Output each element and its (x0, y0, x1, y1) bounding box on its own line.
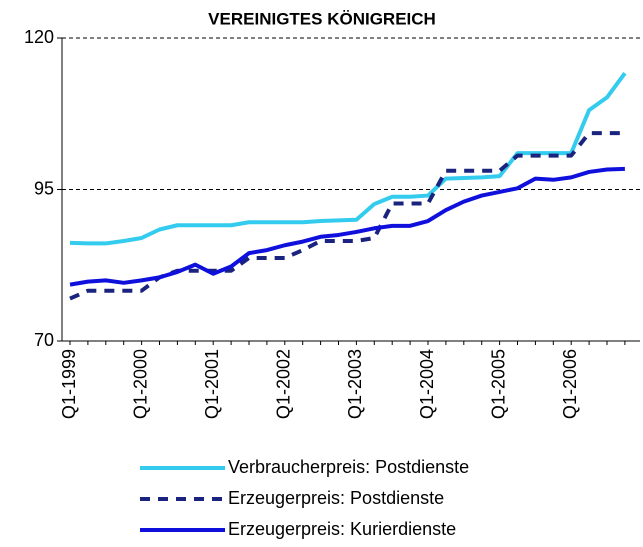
x-tick-label: Q1-2006 (560, 349, 580, 419)
legend-label: Erzeugerpreis: Kurierdienste (228, 519, 456, 539)
chart-title: VEREINIGTES KÖNIGREICH (208, 9, 436, 28)
legend-label: Verbraucherpreis: Postdienste (228, 457, 469, 477)
x-tick-label: Q1-2001 (202, 349, 222, 419)
x-tick-label: Q1-2002 (274, 349, 294, 419)
y-tick-label: 120 (24, 27, 54, 47)
x-tick-label: Q1-2000 (130, 349, 150, 419)
y-tick-label: 95 (34, 178, 54, 198)
x-tick-label: Q1-2003 (345, 349, 365, 419)
x-tick-label: Q1-2004 (417, 349, 437, 419)
y-tick-label: 70 (34, 330, 54, 350)
legend-label: Erzeugerpreis: Postdienste (228, 488, 444, 508)
series-line (69, 131, 625, 301)
series-line (69, 71, 627, 246)
series-line (69, 166, 625, 287)
x-tick-label: Q1-2005 (488, 349, 508, 419)
x-tick-label: Q1-1999 (59, 349, 79, 419)
